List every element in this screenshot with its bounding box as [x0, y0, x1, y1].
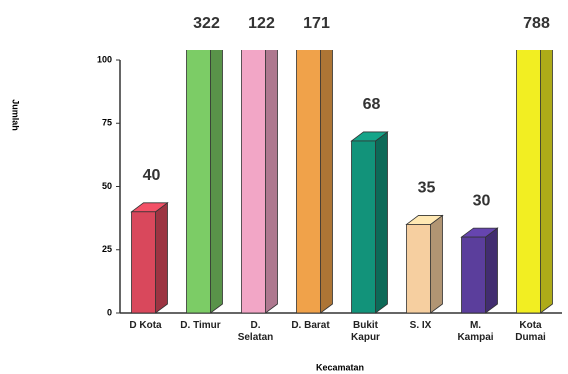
value-label: 35: [418, 180, 436, 197]
y-tick-label: 100: [97, 54, 112, 64]
bar: [351, 140, 376, 314]
value-label: 122: [248, 15, 275, 32]
bar-side: [485, 227, 498, 314]
bar-top: [242, 0, 278, 4]
value-label: 40: [143, 167, 161, 184]
x-tick-label: Kota Dumai: [515, 320, 546, 343]
y-tick-label: 75: [102, 118, 112, 128]
bar-side: [265, 50, 278, 314]
value-label: 788: [523, 15, 550, 32]
x-tick-label: S. IX: [409, 320, 432, 331]
value-label: 322: [193, 15, 220, 32]
x-tick-label: D. Barat: [291, 320, 330, 331]
x-tick-label: Bukit Kapur: [351, 320, 380, 343]
y-tick-label: 0: [107, 307, 112, 317]
y-tick-label: 25: [102, 244, 112, 254]
bar-side: [540, 50, 553, 314]
bar: [241, 50, 266, 314]
bar-side: [430, 214, 443, 314]
bars: [130, 0, 553, 314]
bar-side: [155, 202, 168, 314]
bar-side: [320, 50, 333, 314]
bar: [296, 50, 321, 314]
bar: [131, 211, 156, 314]
value-label: 68: [363, 96, 381, 113]
x-tick-label: D. Selatan: [237, 320, 274, 343]
value-label: 30: [473, 192, 491, 209]
x-tick-label: D. Timur: [180, 320, 221, 331]
bar: [406, 224, 431, 314]
x-tick-label: M. Kampai: [457, 320, 494, 343]
value-label: 171: [303, 15, 330, 32]
bar: [186, 50, 211, 314]
bar-side: [210, 50, 223, 314]
bar: [516, 50, 541, 314]
y-tick-label: 50: [102, 181, 112, 191]
x-axis-title: Kecamatan: [316, 362, 364, 372]
bar-side: [375, 131, 388, 314]
y-axis-title: Jumlah: [11, 99, 21, 131]
bar: [461, 236, 486, 314]
x-tick-label: D Kota: [129, 320, 162, 331]
